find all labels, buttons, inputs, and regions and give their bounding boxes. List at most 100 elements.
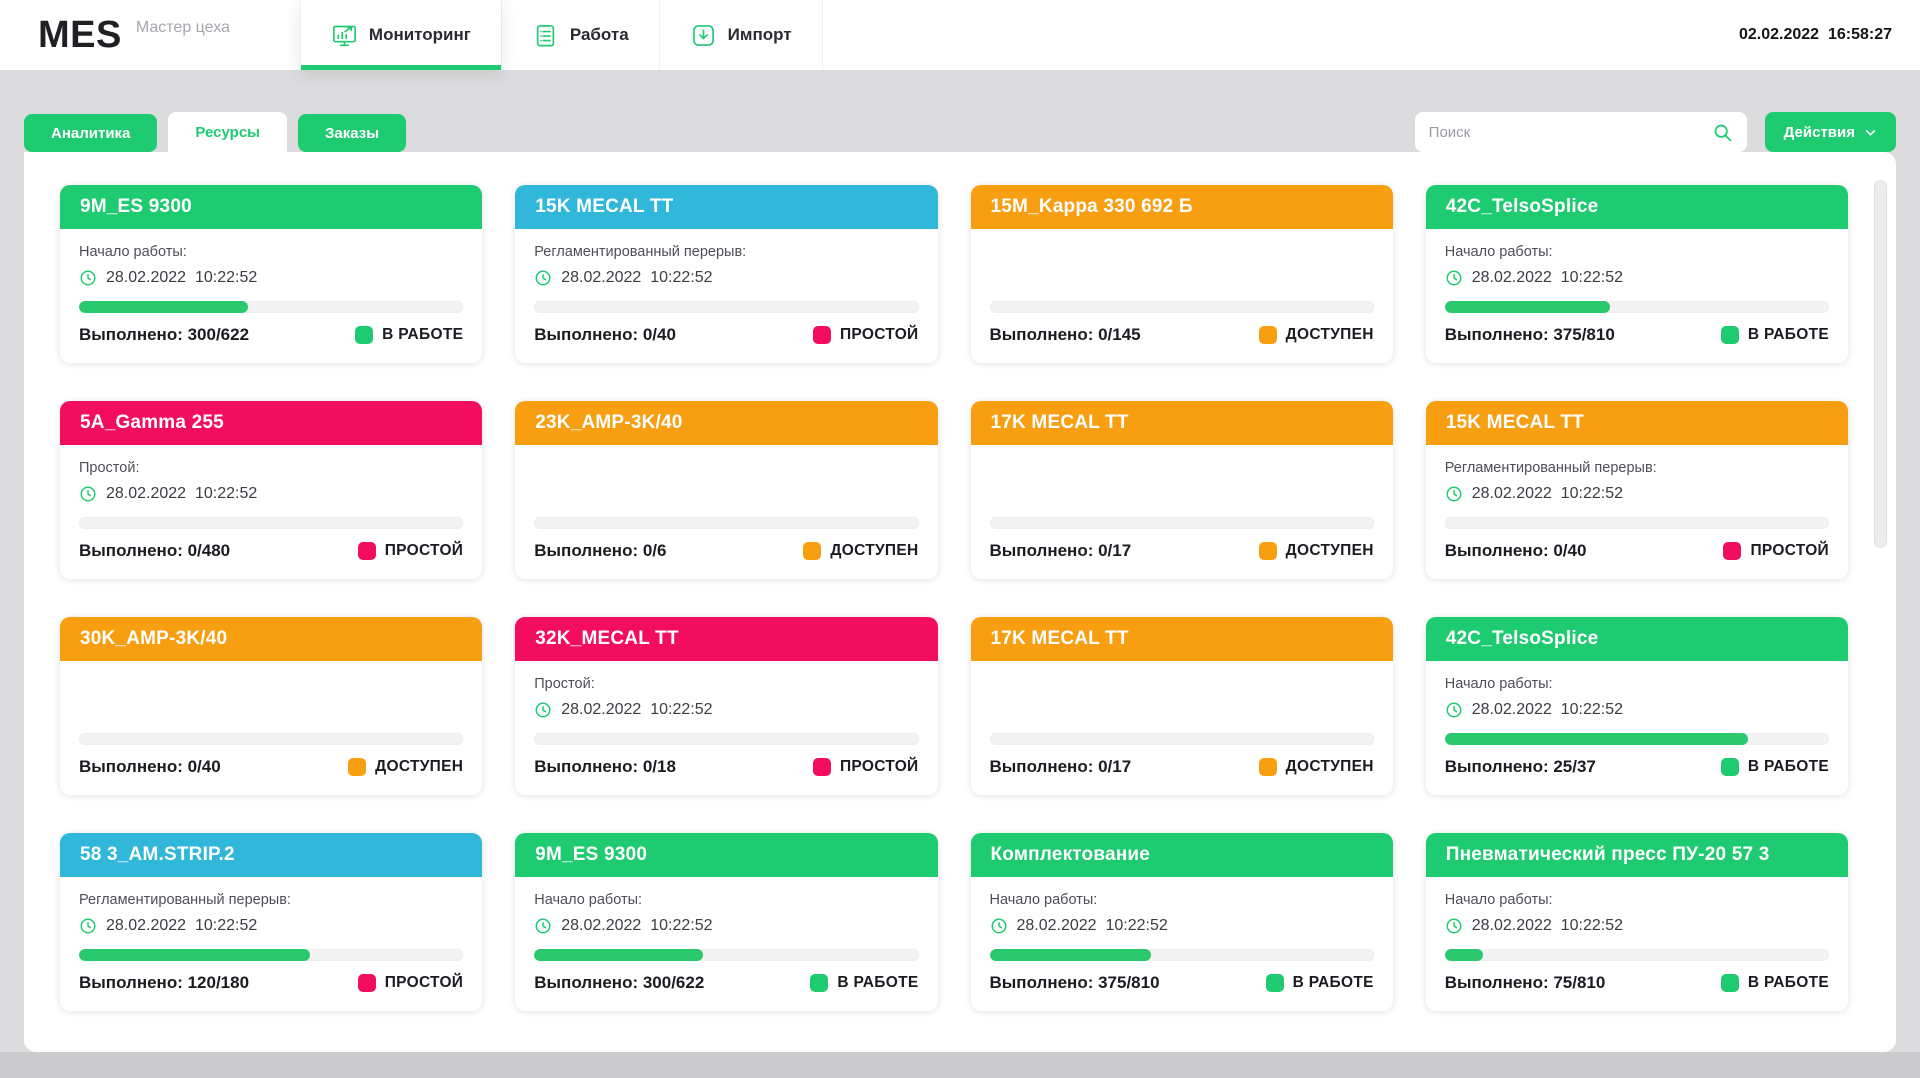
actions-button[interactable]: Действия [1764,112,1896,152]
status-badge-label: В РАБОТЕ [1747,974,1829,991]
clock-icon [535,270,551,286]
resource-card[interactable]: 42C_TelsoSplice Начало работы: 28.02.202… [1425,185,1848,363]
card-title: 30K_AMP-3K/40 [80,628,228,649]
card-status-area: Регламентированный перерыв: 28.02.2022 1… [1445,458,1829,517]
card-done-label: Выполнено: 300/622 [79,325,250,344]
resource-card[interactable]: 23K_AMP-3K/40 Выполнено: 0/6 [515,401,938,579]
search-icon[interactable] [1712,122,1733,143]
card-header: Пневматический пресс ПУ-20 57 3 [1425,833,1848,877]
nav-item-monitoring[interactable]: Мониторинг [299,0,501,70]
status-badge-square [1723,542,1742,560]
actions-button-label: Действия [1783,123,1855,141]
monitoring-icon [332,25,356,46]
chevron-down-icon [1865,129,1876,135]
brand: MES Мастер цеха [38,0,230,70]
resource-card[interactable]: 15K MECAL TT Регламентированный перерыв:… [515,185,938,363]
card-footer: Выполнено: 0/6 ДОСТУПЕН [534,541,918,561]
progress-bar [79,949,464,961]
status-badge-square [1720,758,1739,776]
resource-card[interactable]: 5A_Gamma 255 Простой: 28.02.2022 10:22:5… [60,401,483,579]
card-title: Комплектование [990,844,1151,865]
card-status-area: Простой: 28.02.2022 10:22:52 [534,674,918,733]
card-footer: Выполнено: 0/17 ДОСТУПЕН [990,541,1374,561]
card-body: Регламентированный перерыв: 28.02.2022 1… [515,229,937,360]
card-status-label [990,458,1374,460]
status-badge-square [348,758,367,776]
status-badge-label: ДОСТУПЕН [830,542,919,559]
resource-card[interactable]: Комплектование Начало работы: 28.02.2022… [970,833,1393,1011]
app-logo: MES [38,13,122,56]
card-footer: Выполнено: 0/40 ПРОСТОЙ [534,325,918,345]
card-clock-row: 28.02.2022 10:22:52 [1445,917,1829,935]
status-badge: В РАБОТЕ [1720,974,1829,992]
card-header: 15K MECAL TT [1425,401,1848,445]
card-body: Простой: 28.02.2022 10:22:52 Выполнено: … [515,661,937,792]
bottom-strip [0,1052,1920,1078]
status-badge-label: В РАБОТЕ [837,974,919,991]
resource-card[interactable]: 15M_Kappa 330 692 Б Выполнено: 0/145 [970,185,1393,363]
card-timestamp: 28.02.2022 10:22:52 [561,917,713,934]
card-timestamp: 28.02.2022 10:22:52 [106,485,258,502]
topbar: MES Мастер цеха Мониторинг Работа [0,0,1920,70]
cards-grid: 9M_ES 9300 Начало работы: 28.02.2022 10:… [60,185,1848,1011]
progress-bar [989,301,1374,313]
card-timestamp: 28.02.2022 10:22:52 [106,917,258,934]
resource-card[interactable]: 17K MECAL TT Выполнено: 0/17 [970,617,1393,795]
clock-icon [80,486,96,502]
progress-fill [79,949,310,961]
vertical-scrollbar[interactable] [1874,176,1887,1028]
progress-bar [1444,949,1829,961]
card-header: 30K_AMP-3K/40 [60,617,483,661]
card-footer: Выполнено: 375/810 В РАБОТЕ [990,973,1374,993]
card-timestamp: 28.02.2022 10:22:52 [1471,917,1623,934]
nav-item-label: Импорт [727,25,792,44]
card-status-area [990,458,1374,517]
progress-bar [989,517,1374,529]
progress-fill [989,949,1151,961]
progress-bar [989,949,1374,961]
resource-card[interactable]: 15K MECAL TT Регламентированный перерыв:… [1425,401,1848,579]
card-done-label: Выполнено: 375/810 [989,973,1160,992]
status-badge: В РАБОТЕ [1720,758,1829,776]
resource-card[interactable]: 30K_AMP-3K/40 Выполнено: 0/40 [60,617,483,795]
scrollbar-thumb[interactable] [1874,180,1887,548]
card-done-label: Выполнено: 0/40 [534,325,676,344]
resource-card[interactable]: 17K MECAL TT Выполнено: 0/17 [970,401,1393,579]
search-input[interactable] [1428,123,1712,141]
clock-icon [535,702,551,718]
card-clock-row: 28.02.2022 10:22:52 [990,917,1374,935]
card-status-area: Начало работы: 28.02.2022 10:22:52 [534,890,918,949]
card-clock-row: 28.02.2022 10:22:52 [534,917,918,935]
tab-analytics[interactable]: Аналитика [24,114,158,152]
resource-card[interactable]: 9M_ES 9300 Начало работы: 28.02.2022 10:… [60,185,483,363]
status-badge: ДОСТУПЕН [1258,542,1374,560]
status-badge-square [812,326,831,344]
main-nav: Мониторинг Работа Импорт [299,0,823,70]
card-status-label [990,674,1374,676]
card-status-label: Начало работы: [534,892,643,908]
card-status-area: Регламентированный перерыв: 28.02.2022 1… [79,890,463,949]
card-status-label: Простой: [79,460,140,476]
card-header: 17K MECAL TT [970,617,1393,661]
tab-orders[interactable]: Заказы [297,114,407,152]
status-badge: ПРОСТОЙ [357,542,464,560]
card-done-label: Выполнено: 300/622 [534,973,705,992]
card-clock-row: 28.02.2022 10:22:52 [1445,701,1829,719]
app-subtitle: Мастер цеха [135,19,230,36]
card-status-label [990,242,1374,244]
nav-item-import[interactable]: Импорт [658,0,823,70]
nav-item-work[interactable]: Работа [500,0,659,70]
progress-fill [79,301,249,313]
resource-card[interactable]: 58 3_AM.STRIP.2 Регламентированный перер… [60,833,483,1011]
card-timestamp: 28.02.2022 10:22:52 [106,269,258,286]
resource-card[interactable]: 9M_ES 9300 Начало работы: 28.02.2022 10:… [515,833,938,1011]
card-footer: Выполнено: 300/622 В РАБОТЕ [534,973,918,993]
resource-card[interactable]: 42C_TelsoSplice Начало работы: 28.02.202… [1425,617,1848,795]
card-header: 42C_TelsoSplice [1425,185,1848,229]
status-badge-label: В РАБОТЕ [1747,758,1829,775]
card-timestamp: 28.02.2022 10:22:52 [1016,917,1168,934]
resource-card[interactable]: 32K_MECAL TT Простой: 28.02.2022 10:22:5… [515,617,938,795]
status-badge-label: ПРОСТОЙ [384,974,464,991]
tab-resources[interactable]: Ресурсы [168,112,287,152]
resource-card[interactable]: Пневматический пресс ПУ-20 57 3 Начало р… [1425,833,1848,1011]
